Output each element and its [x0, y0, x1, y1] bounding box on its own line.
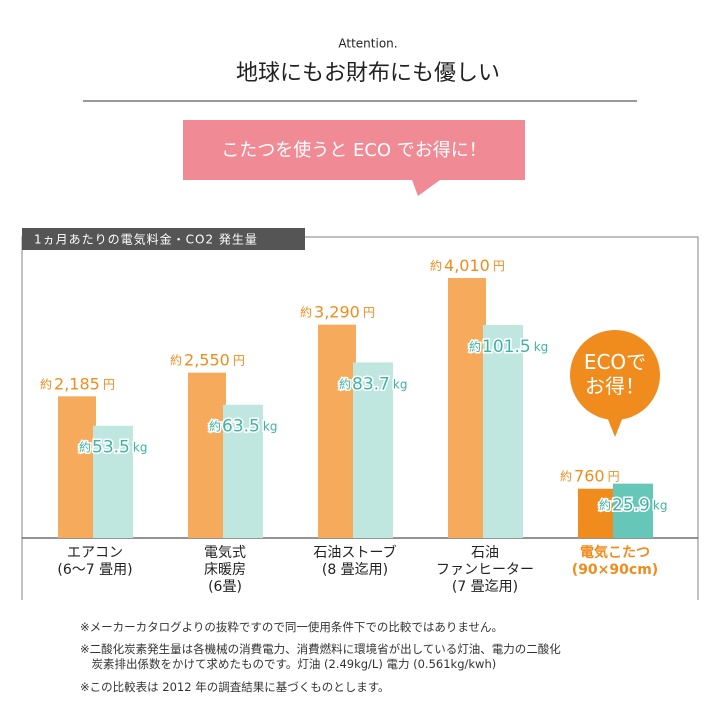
unit: 円 [233, 353, 245, 367]
value-label: 約25.9 kg [599, 496, 667, 516]
value-number: 4,010 [444, 256, 490, 275]
bar [483, 325, 523, 538]
approx-prefix: 約 [170, 352, 182, 367]
x-tick-label: エアコン (6〜7 畳用) [57, 545, 133, 578]
unit: 円 [608, 469, 620, 483]
value-label: 約101.5 kg [469, 337, 548, 357]
kicker: Attention. [338, 37, 397, 51]
approx-prefix: 約 [560, 468, 572, 483]
badge-text: ECOでお得！ [584, 350, 646, 398]
approx-prefix: 約 [469, 339, 481, 354]
footnote: ※この比較表は 2012 年の調査結果に基づくものとします。 [80, 680, 390, 694]
value-label: 約 2,185 円 [40, 374, 115, 393]
value-number: 101.5 [482, 337, 531, 357]
chart-title: 1ヵ月あたりの電気料金・CO2 発生量 [34, 232, 258, 247]
approx-prefix: 約 [79, 439, 91, 454]
chart-frame [21, 236, 699, 600]
value-label: 約 4,010 円 [430, 256, 505, 275]
value-number: 53.5 [92, 438, 130, 458]
unit: kg [263, 419, 278, 433]
value-label: 約53.5 kg [79, 438, 147, 458]
footnote: ※メーカーカタログよりの抜粋ですので同一使用条件下での比較ではありません。 [80, 620, 504, 634]
unit: 円 [363, 305, 375, 319]
value-number: 760 [574, 466, 605, 485]
x-tick-label: 石油ストーブ (8 畳迄用) [313, 545, 397, 578]
badge-shape [607, 417, 623, 437]
bar [448, 278, 486, 538]
approx-prefix: 約 [40, 376, 52, 391]
badge-shape [570, 330, 660, 420]
value-label: 約 2,550 円 [170, 350, 245, 369]
approx-prefix: 約 [599, 497, 611, 512]
unit: kg [393, 377, 408, 391]
unit: kg [133, 440, 148, 454]
unit: kg [653, 498, 668, 512]
badge-line: ECOで [584, 350, 646, 374]
bar [188, 372, 226, 538]
value-number: 83.7 [352, 374, 390, 394]
chart-title-tag [22, 228, 305, 250]
approx-prefix: 約 [430, 258, 442, 273]
x-tick-label: 石油 ファンヒーター (7 畳迄用) [436, 545, 534, 595]
value-label: 約 760 円 [560, 466, 620, 485]
value-number: 2,185 [54, 374, 100, 393]
bar [353, 362, 393, 538]
callout-box [183, 120, 525, 196]
footnote: ※二酸化炭素発生量は各機械の消費電力、消費燃料に環境省が出している灯油、電力の二… [80, 642, 561, 671]
bar [58, 396, 96, 538]
x-tick-label: 電気こたつ (90×90cm) [571, 545, 659, 578]
badge-line: お得！ [585, 374, 645, 398]
callout-text: こたつを使うと ECO でお得に！ [221, 140, 487, 161]
bar [318, 324, 356, 538]
unit: 円 [493, 259, 505, 273]
value-number: 3,290 [314, 302, 360, 321]
bar [93, 425, 133, 538]
value-label: 約83.7 kg [339, 374, 407, 394]
x-tick-label: 電気式 床暖房 (6畳) [204, 545, 246, 595]
bar [578, 488, 616, 538]
approx-prefix: 約 [300, 304, 312, 319]
approx-prefix: 約 [209, 418, 221, 433]
page-title: 地球にもお財布にも優しい [236, 61, 500, 86]
approx-prefix: 約 [339, 376, 351, 391]
bar [223, 404, 263, 538]
value-number: 63.5 [222, 417, 260, 437]
value-number: 25.9 [612, 496, 650, 516]
value-label: 約63.5 kg [209, 417, 277, 437]
unit: kg [534, 340, 549, 354]
value-number: 2,550 [184, 350, 230, 369]
value-label: 約 3,290 円 [300, 302, 375, 321]
bar [613, 483, 653, 538]
unit: 円 [103, 377, 115, 391]
